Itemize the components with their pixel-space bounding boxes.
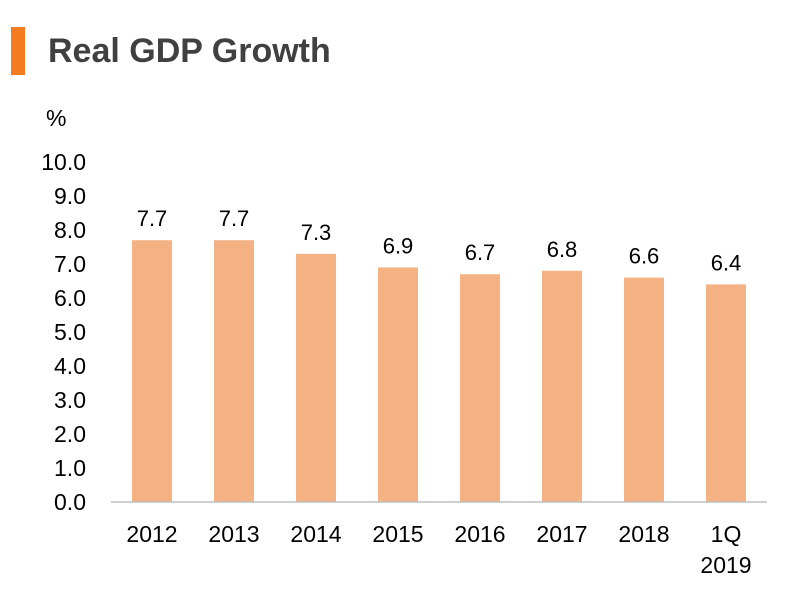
bar xyxy=(214,240,254,502)
bar xyxy=(624,277,664,502)
y-tick-label: 6.0 xyxy=(54,285,86,311)
y-tick-label: 1.0 xyxy=(54,455,86,481)
data-label: 7.7 xyxy=(137,206,168,231)
x-tick-label: 1Q xyxy=(711,521,742,547)
data-label: 6.8 xyxy=(547,237,578,262)
y-tick-label: 10.0 xyxy=(41,149,86,175)
x-tick-label: 2017 xyxy=(536,521,587,547)
bar xyxy=(706,284,746,502)
y-tick-label: 4.0 xyxy=(54,353,86,379)
x-tick-label: 2013 xyxy=(208,521,259,547)
y-tick-label: 7.0 xyxy=(54,251,86,277)
data-label: 7.3 xyxy=(301,220,332,245)
bar xyxy=(132,240,172,502)
y-axis-unit-label: % xyxy=(46,105,67,131)
data-label: 6.7 xyxy=(465,240,496,265)
x-tick-label: 2015 xyxy=(372,521,423,547)
x-tick-label: 2012 xyxy=(126,521,177,547)
data-label: 6.9 xyxy=(383,233,414,258)
data-label: 6.4 xyxy=(711,250,742,275)
data-label: 7.7 xyxy=(219,206,250,231)
bars-group xyxy=(132,240,746,502)
y-tick-label: 9.0 xyxy=(54,183,86,209)
y-tick-label: 2.0 xyxy=(54,421,86,447)
bar xyxy=(542,270,582,502)
y-tick-label: 3.0 xyxy=(54,387,86,413)
data-labels-group: 7.7 7.7 7.3 6.9 6.7 6.8 6.6 6.4 xyxy=(137,206,742,275)
x-tick-label: 2014 xyxy=(290,521,341,547)
x-tick-label: 2018 xyxy=(618,521,669,547)
y-tick-label: 8.0 xyxy=(54,217,86,243)
bar xyxy=(378,267,418,502)
x-axis: 2012 2013 2014 2015 2016 2017 2018 1Q 2019 xyxy=(126,521,751,578)
y-axis: 0.0 1.0 2.0 3.0 4.0 5.0 6.0 7.0 8.0 9.0 10.0 xyxy=(41,149,86,515)
data-label: 6.6 xyxy=(629,244,660,269)
bar xyxy=(296,253,336,502)
y-tick-label: 0.0 xyxy=(54,489,86,515)
y-tick-label: 5.0 xyxy=(54,319,86,345)
x-tick-label: 2019 xyxy=(700,552,751,578)
chart-title: Real GDP Growth xyxy=(48,32,331,70)
bar xyxy=(460,274,500,502)
title-accent-bar xyxy=(11,27,25,75)
x-tick-label: 2016 xyxy=(454,521,505,547)
